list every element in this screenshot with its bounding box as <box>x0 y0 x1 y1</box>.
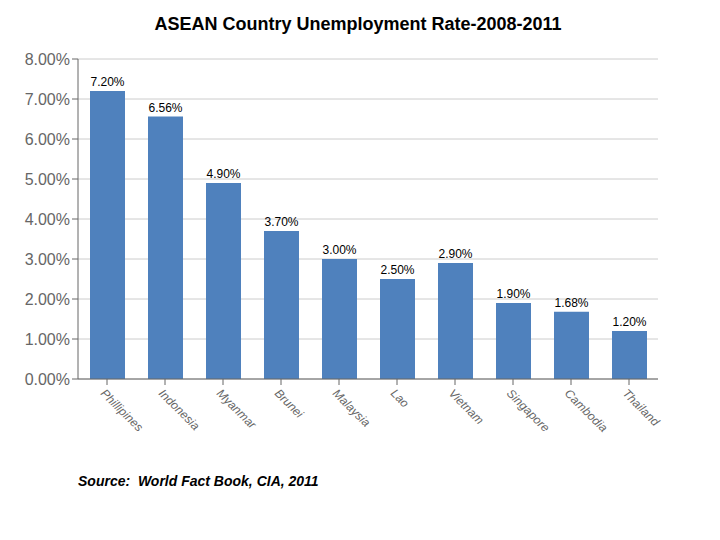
svg-text:Phillipines: Phillipines <box>98 386 146 434</box>
svg-text:2.00%: 2.00% <box>25 291 70 308</box>
svg-text:3.70%: 3.70% <box>264 215 298 229</box>
svg-text:1.00%: 1.00% <box>25 331 70 348</box>
svg-text:Myanmar: Myanmar <box>214 386 260 432</box>
svg-text:1.20%: 1.20% <box>612 315 646 329</box>
svg-text:2.50%: 2.50% <box>380 263 414 277</box>
svg-text:1.90%: 1.90% <box>496 287 530 301</box>
svg-text:2.90%: 2.90% <box>438 247 472 261</box>
svg-text:7.00%: 7.00% <box>25 91 70 108</box>
svg-text:Cambodia: Cambodia <box>562 386 611 435</box>
svg-text:1.68%: 1.68% <box>554 296 588 310</box>
svg-text:3.00%: 3.00% <box>25 251 70 268</box>
svg-text:Indonesia: Indonesia <box>156 386 203 433</box>
svg-text:Brunei: Brunei <box>272 386 307 421</box>
svg-text:6.56%: 6.56% <box>148 101 182 115</box>
svg-text:6.00%: 6.00% <box>25 131 70 148</box>
html-text:ASEAN Country Unemployment Rat: ASEAN Country Unemployment Rate-2008-201… <box>154 14 562 34</box>
svg-text:Malaysia: Malaysia <box>330 386 374 430</box>
html-text:Source: World Fact Book, CIA,: Source: World Fact Book, CIA, 2011 <box>78 473 319 489</box>
svg-text:4.00%: 4.00% <box>25 211 70 228</box>
svg-text:Vietnam: Vietnam <box>446 386 487 427</box>
svg-text:8.00%: 8.00% <box>25 51 70 68</box>
svg-text:3.00%: 3.00% <box>322 243 356 257</box>
svg-text:Thailand: Thailand <box>620 386 663 429</box>
svg-text:7.20%: 7.20% <box>90 75 124 89</box>
svg-text:0.00%: 0.00% <box>25 371 70 388</box>
svg-text:Singapore: Singapore <box>504 386 553 435</box>
svg-text:4.90%: 4.90% <box>206 167 240 181</box>
svg-text:5.00%: 5.00% <box>25 171 70 188</box>
svg-text:Lao: Lao <box>388 386 412 410</box>
